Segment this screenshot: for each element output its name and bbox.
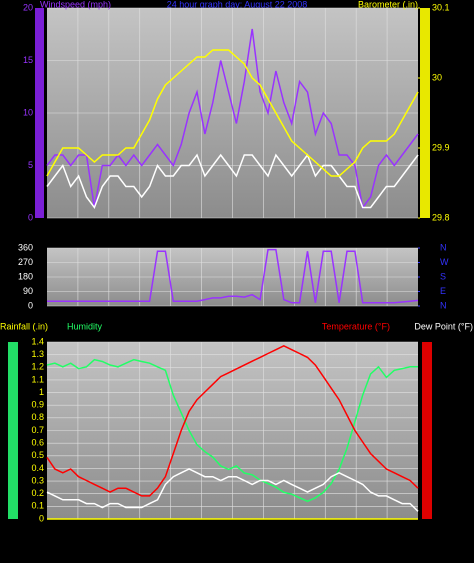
series-line (47, 248, 419, 304)
y2-tick-label: 30.1 (432, 2, 450, 12)
series-line (46, 28, 419, 210)
y-tick-label: 0.4 (31, 463, 44, 473)
y-tick-label: 1.1 (31, 374, 44, 384)
wind-axis-bar (35, 8, 44, 218)
y-tick-label: 0.2 (31, 488, 44, 498)
y2-tick-label: 29.8 (432, 212, 450, 222)
y2-tick-label: 29.9 (432, 142, 450, 152)
y-tick-label: 1.4 (31, 336, 44, 346)
y-tick-label: 0.9 (31, 400, 44, 410)
y-tick-label: 1.2 (31, 362, 44, 372)
temperature-axis-bar (422, 342, 432, 519)
y2-tick-label: W (440, 257, 449, 267)
y-tick-label: 0 (28, 300, 33, 310)
y2-tick-label: E (440, 286, 446, 296)
y2-tick-label: S (440, 271, 446, 281)
y-tick-label: 0.5 (31, 450, 44, 460)
series-line (46, 153, 419, 210)
y-tick-label: 0.7 (31, 425, 44, 435)
series-line (46, 49, 419, 177)
legend-label: Barometer (.in) (358, 0, 418, 9)
y-tick-label: 15 (23, 55, 33, 65)
y2-tick-label: N (440, 242, 447, 252)
legend-label: Rainfall (.in) (0, 321, 48, 331)
y-tick-label: 0.6 (31, 438, 44, 448)
legend-label: Windspeed (mph) (40, 0, 111, 9)
y-tick-label: 1 (39, 387, 44, 397)
humidity-axis-bar (8, 342, 18, 519)
y-tick-label: 5 (28, 160, 33, 170)
legend-label: Dew Point (°F) (414, 321, 473, 331)
chart-title: 24 hour graph day: August 22 2008 (167, 0, 308, 9)
series-line (46, 358, 418, 503)
legend-label: Humidity (67, 321, 103, 331)
y2-tick-label: N (440, 300, 447, 310)
y-tick-label: 90 (23, 286, 33, 296)
y-tick-label: 0 (39, 513, 44, 523)
y-tick-label: 1.3 (31, 349, 44, 359)
y-tick-label: 360 (18, 242, 33, 252)
y2-tick-label: 30 (432, 72, 442, 82)
barometer-axis-bar (420, 8, 430, 218)
y-tick-label: 0.8 (31, 412, 44, 422)
y-tick-label: 0 (28, 212, 33, 222)
y-tick-label: 0.1 (31, 501, 44, 511)
y-tick-label: 10 (23, 107, 33, 117)
legend-label: Temperature (°F) (322, 321, 390, 331)
series-line (46, 468, 419, 512)
y-tick-label: 0.3 (31, 475, 44, 485)
y-tick-label: 180 (18, 271, 33, 281)
y-tick-label: 20 (23, 2, 33, 12)
series-line (46, 344, 419, 497)
y-tick-label: 270 (18, 257, 33, 267)
